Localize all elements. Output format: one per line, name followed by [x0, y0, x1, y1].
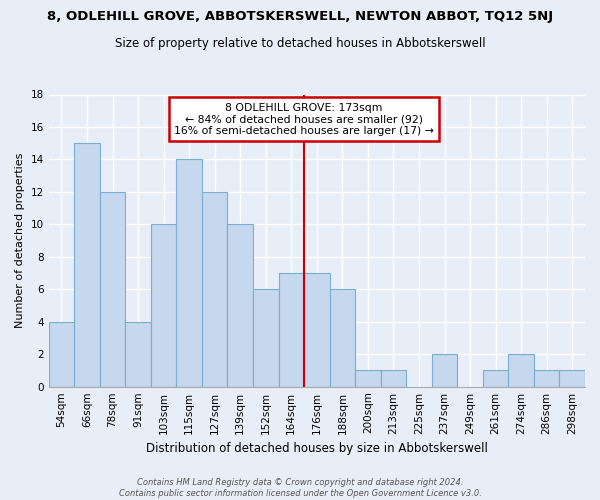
Y-axis label: Number of detached properties: Number of detached properties [15, 153, 25, 328]
Bar [559, 370, 585, 386]
Bar [508, 354, 534, 386]
Text: 8, ODLEHILL GROVE, ABBOTSKERSWELL, NEWTON ABBOT, TQ12 5NJ: 8, ODLEHILL GROVE, ABBOTSKERSWELL, NEWTO… [47, 10, 553, 23]
Bar [483, 370, 508, 386]
X-axis label: Distribution of detached houses by size in Abbotskerswell: Distribution of detached houses by size … [146, 442, 488, 455]
Bar [74, 143, 100, 386]
Bar [100, 192, 125, 386]
Text: Size of property relative to detached houses in Abbotskerswell: Size of property relative to detached ho… [115, 38, 485, 51]
Bar [278, 273, 304, 386]
Bar [534, 370, 559, 386]
Bar [227, 224, 253, 386]
Bar [49, 322, 74, 386]
Bar [380, 370, 406, 386]
Bar [176, 160, 202, 386]
Bar [202, 192, 227, 386]
Text: Contains HM Land Registry data © Crown copyright and database right 2024.
Contai: Contains HM Land Registry data © Crown c… [119, 478, 481, 498]
Bar [432, 354, 457, 386]
Bar [253, 290, 278, 386]
Bar [151, 224, 176, 386]
Bar [329, 290, 355, 386]
Bar [125, 322, 151, 386]
Bar [304, 273, 329, 386]
Bar [355, 370, 380, 386]
Text: 8 ODLEHILL GROVE: 173sqm
← 84% of detached houses are smaller (92)
16% of semi-d: 8 ODLEHILL GROVE: 173sqm ← 84% of detach… [174, 102, 434, 136]
